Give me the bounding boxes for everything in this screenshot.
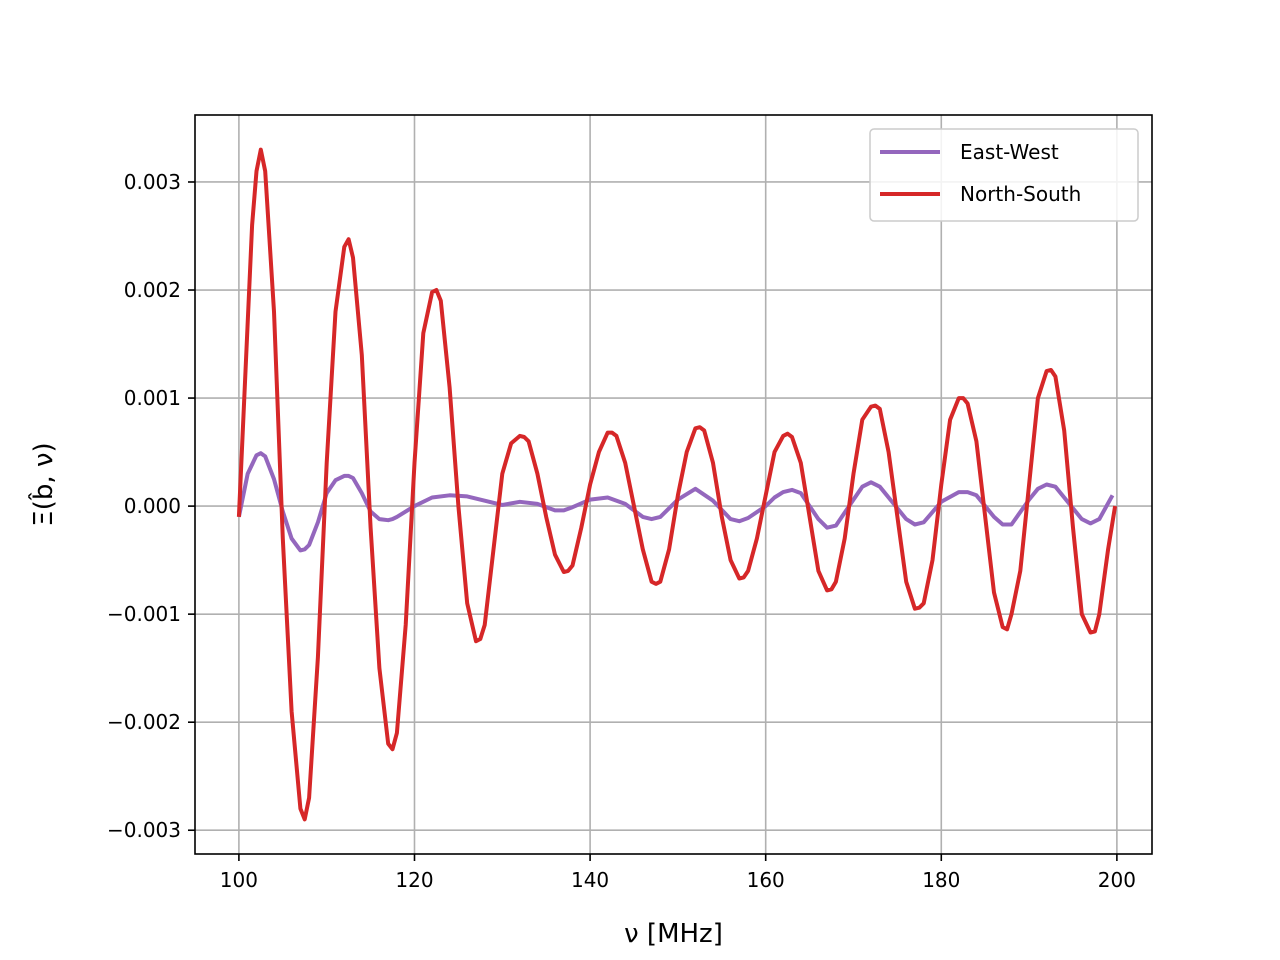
series-line-north-south — [236, 147, 1118, 822]
plot-frame — [194, 114, 1153, 855]
legend-label-east-west: East-West — [960, 140, 1059, 164]
x-tick-label: 160 — [747, 868, 785, 892]
y-tick-label: −0.001 — [107, 602, 181, 626]
x-tick-label: 140 — [571, 868, 609, 892]
x-tick-label: 120 — [395, 868, 433, 892]
y-tick-label: 0.003 — [124, 170, 181, 194]
y-tick-label: −0.003 — [107, 818, 181, 842]
ticks: 100 120 140 160 180 200 −0.003 −0.002 −0.001 0.00… — [107, 170, 1136, 892]
y-tick-label: 0.000 — [124, 494, 181, 518]
y-tick-label: 0.001 — [124, 386, 181, 410]
x-tick-label: 200 — [1098, 868, 1136, 892]
y-axis-label: Ξ(b̂, ν) — [27, 442, 59, 526]
x-tick-label: 100 — [220, 868, 258, 892]
y-tick-label: 0.002 — [124, 278, 181, 302]
y-tick-label: −0.002 — [107, 710, 181, 734]
series-lines — [236, 147, 1118, 822]
x-axis-label: ν [MHz] — [624, 919, 723, 949]
legend: East-West North-South — [869, 128, 1139, 222]
x-tick-label: 180 — [922, 868, 960, 892]
series-line-east-west — [236, 451, 1115, 553]
legend-label-north-south: North-South — [960, 182, 1081, 206]
